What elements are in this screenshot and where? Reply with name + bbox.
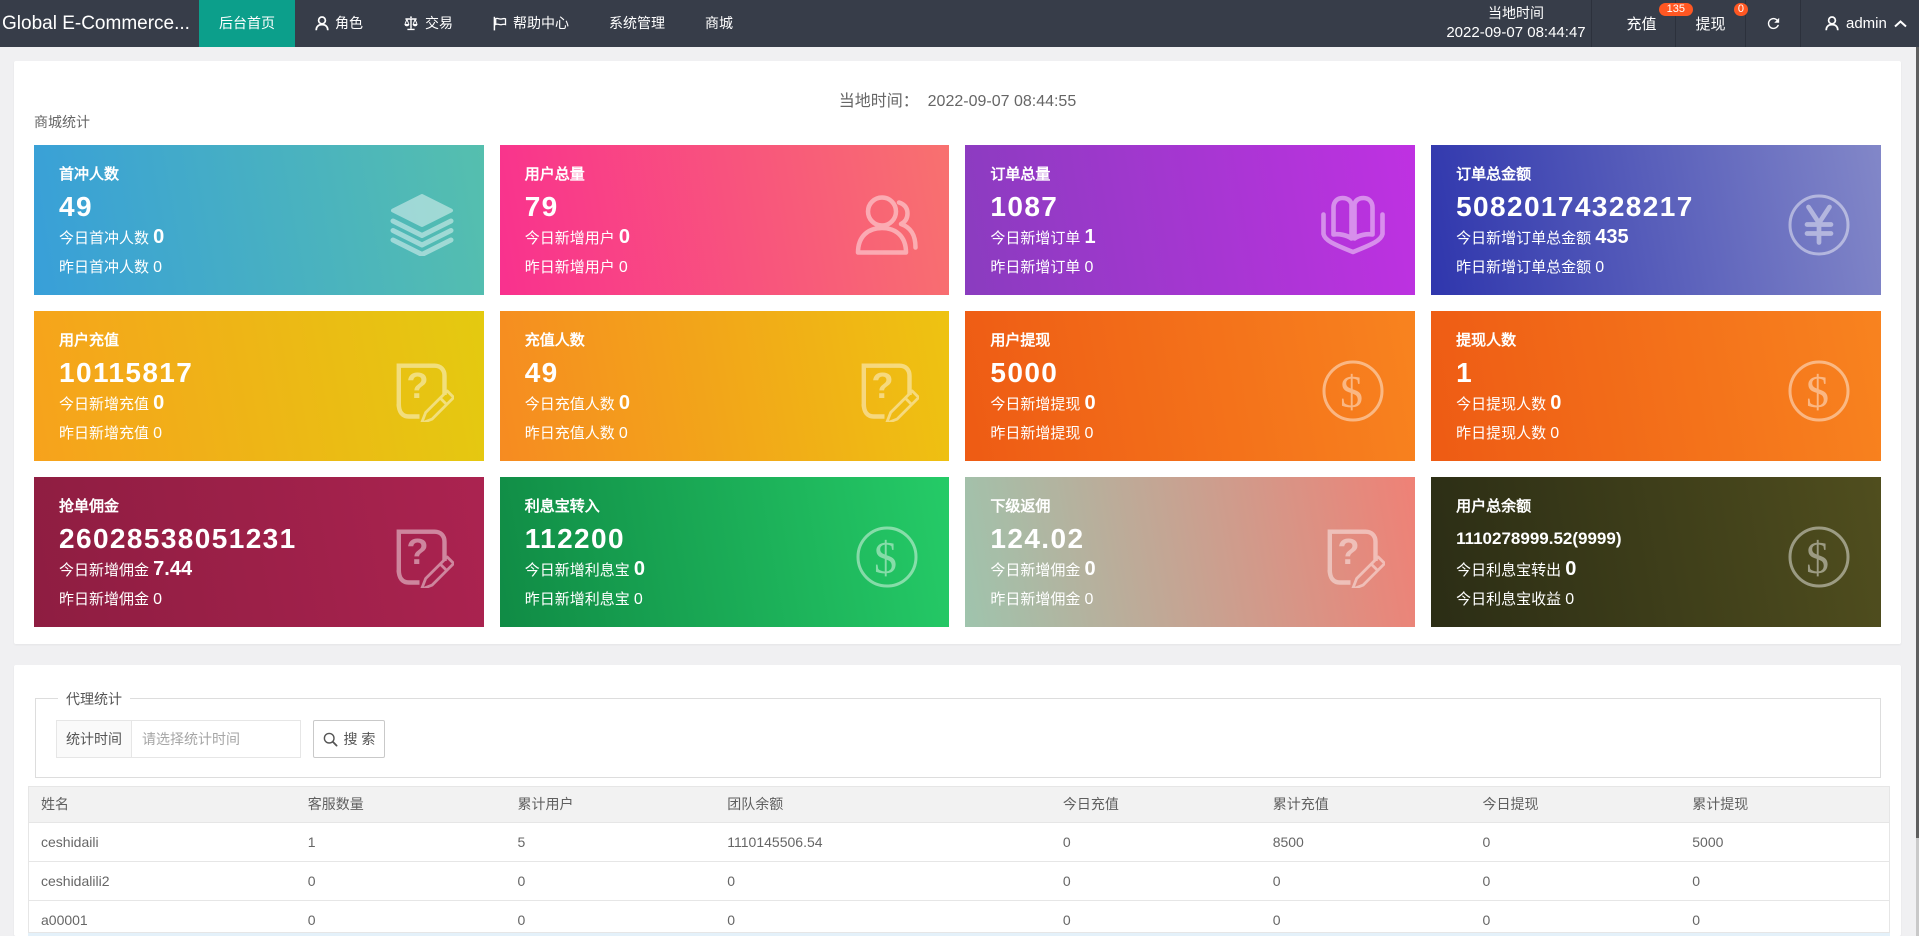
svg-text:$: $ <box>1340 366 1363 417</box>
svg-text:$: $ <box>1806 366 1829 417</box>
svg-text:$: $ <box>1806 532 1829 583</box>
svg-text:?: ? <box>406 365 428 406</box>
svg-text:$: $ <box>874 532 897 583</box>
svg-text:?: ? <box>406 531 428 572</box>
svg-text:?: ? <box>1338 531 1360 572</box>
svg-text:?: ? <box>872 365 894 406</box>
